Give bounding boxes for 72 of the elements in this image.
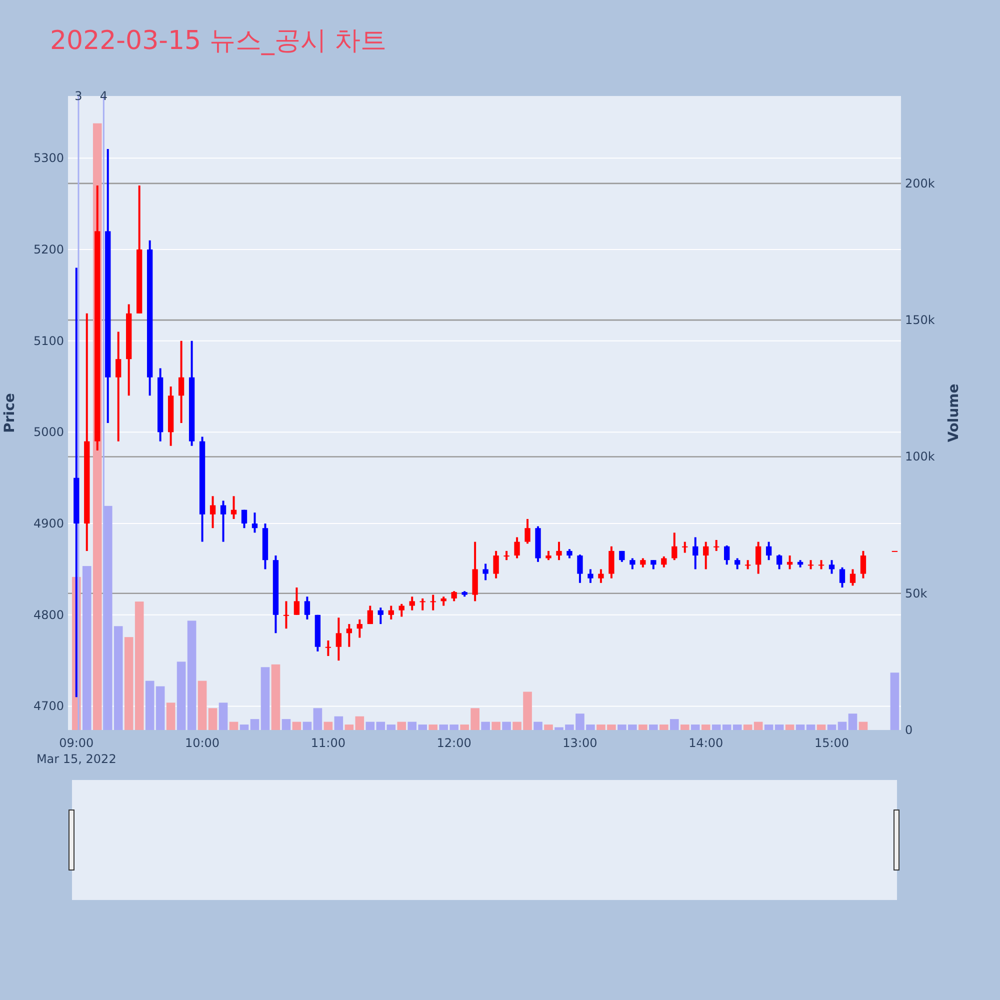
y-tick-label: 5000 bbox=[33, 425, 64, 440]
y-tick-label: 4900 bbox=[33, 516, 64, 531]
bar bbox=[282, 719, 291, 730]
x-tick-label: 12:00 bbox=[436, 736, 472, 750]
bar bbox=[324, 722, 333, 730]
bar bbox=[785, 724, 794, 730]
bar bbox=[838, 722, 847, 730]
bar bbox=[260, 667, 270, 730]
bar bbox=[680, 724, 690, 730]
y2-axis-title: Volume bbox=[946, 384, 962, 442]
bar bbox=[890, 672, 900, 730]
y2-tick-label: 0 bbox=[905, 723, 913, 737]
bar bbox=[764, 724, 774, 730]
bar bbox=[397, 722, 406, 730]
y-tick-label: 5100 bbox=[33, 334, 64, 348]
bar bbox=[816, 724, 826, 730]
bar bbox=[208, 708, 218, 730]
x-tick-label: 10:00 bbox=[184, 736, 220, 750]
bar bbox=[670, 719, 679, 730]
bar bbox=[82, 566, 92, 730]
bar bbox=[145, 680, 154, 730]
y-tick-label: 5300 bbox=[33, 151, 64, 166]
bar bbox=[701, 724, 710, 730]
bar bbox=[156, 686, 165, 730]
bar bbox=[806, 724, 816, 730]
bar bbox=[827, 724, 836, 730]
bar bbox=[754, 722, 763, 730]
bar bbox=[481, 722, 490, 730]
bar bbox=[492, 722, 500, 730]
bar bbox=[334, 716, 344, 730]
bar bbox=[649, 724, 658, 730]
bar bbox=[176, 662, 186, 730]
bar bbox=[659, 724, 668, 730]
bar bbox=[796, 724, 805, 730]
bar bbox=[313, 708, 322, 730]
y2-tick-label: 100k bbox=[905, 450, 935, 464]
bar bbox=[690, 724, 700, 730]
bar bbox=[428, 724, 438, 730]
bar bbox=[166, 702, 176, 730]
bar bbox=[544, 724, 553, 730]
bar bbox=[774, 724, 784, 730]
bar bbox=[848, 714, 858, 730]
bar bbox=[250, 719, 260, 730]
bar bbox=[743, 724, 752, 730]
bar bbox=[198, 680, 207, 730]
y-tick-label: 5200 bbox=[33, 242, 64, 256]
x-tick-label: 14:00 bbox=[688, 736, 724, 750]
bar bbox=[187, 620, 196, 730]
y2-tick-label: 50k bbox=[905, 586, 928, 600]
x-tick-label: 09:00 bbox=[59, 736, 94, 750]
y2-tick-label: 150k bbox=[905, 313, 935, 328]
bar bbox=[502, 722, 511, 730]
chart-title: 2022-03-15 뉴스_공시 차트 bbox=[50, 26, 387, 56]
bar bbox=[292, 722, 302, 730]
bar bbox=[534, 722, 542, 730]
y2-tick-label: 200k bbox=[905, 176, 935, 190]
x-tick-label: 15:00 bbox=[814, 736, 850, 750]
y-axis-title: Price bbox=[2, 393, 18, 433]
x-tick-label: 11:00 bbox=[310, 736, 346, 750]
x-tick-label: 13:00 bbox=[562, 736, 598, 750]
bar bbox=[638, 724, 648, 730]
bar bbox=[271, 664, 280, 730]
y-tick-label: 4700 bbox=[33, 699, 64, 714]
ref-line-label: 4 bbox=[100, 89, 108, 103]
bar bbox=[858, 722, 868, 730]
text: Mar 15, 2022 bbox=[36, 752, 116, 766]
bar bbox=[302, 722, 312, 730]
y-tick-label: 4800 bbox=[33, 608, 64, 622]
bar bbox=[240, 724, 249, 730]
bar bbox=[218, 702, 228, 730]
ref-line-label: 3 bbox=[74, 89, 82, 103]
bar bbox=[229, 722, 238, 730]
